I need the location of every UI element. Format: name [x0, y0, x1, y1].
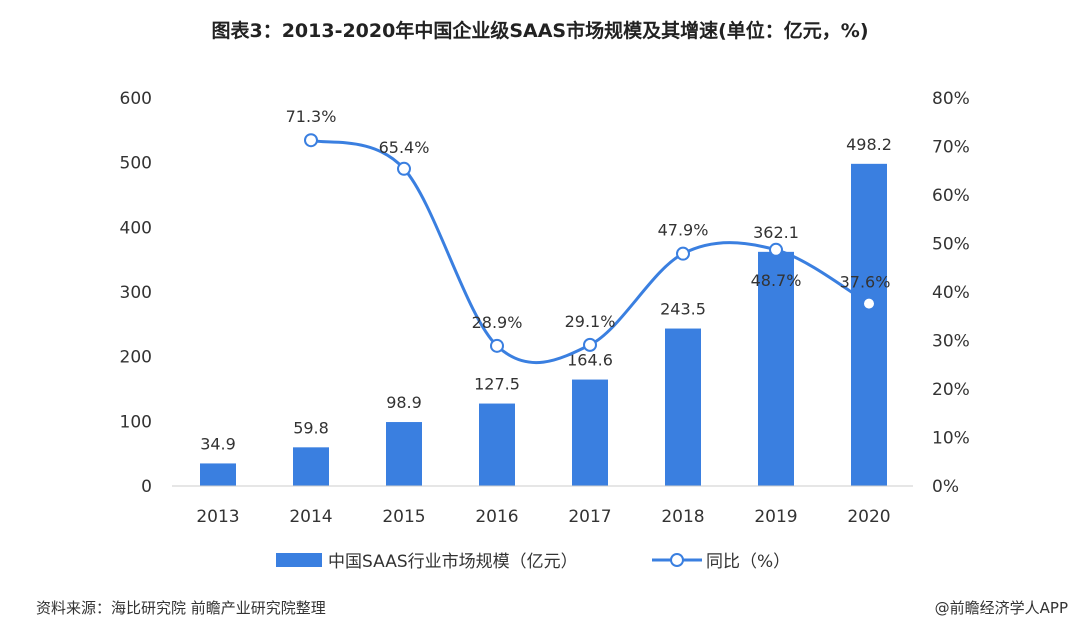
x-tick-label: 2017: [568, 507, 611, 527]
bar: [479, 403, 515, 486]
bar-data-label: 98.9: [386, 393, 422, 412]
line-data-label: 71.3%: [286, 107, 337, 126]
line-data-label: 29.1%: [565, 312, 616, 331]
right-tick-label: 30%: [932, 332, 970, 352]
right-tick-label: 70%: [932, 138, 970, 158]
right-tick-label: 50%: [932, 235, 970, 255]
right-tick-label: 40%: [932, 283, 970, 303]
right-tick-label: 60%: [932, 186, 970, 206]
line-series: 71.3% 65.4% 28.9% 29.1% 47.9% 48.7% 37.6%: [286, 107, 891, 365]
bar: [758, 251, 794, 486]
line-data-label: 48.7%: [751, 271, 802, 290]
right-tick-label: 20%: [932, 380, 970, 400]
source-note: 资料来源：海比研究院 前瞻产业研究院整理: [36, 599, 326, 617]
line-marker: [676, 246, 690, 261]
legend: 中国SAAS行业市场规模（亿元） 同比（%）: [276, 552, 790, 572]
bar: [200, 463, 236, 486]
left-tick-label: 400: [120, 218, 152, 238]
left-axis: 0 100 200 300 400 500 600: [120, 89, 152, 497]
legend-bar-swatch: [276, 553, 322, 567]
line-marker: [769, 242, 783, 257]
bar-series: 34.9 59.8 98.9 127.5 164.6 243.5 362.1 498.2: [200, 135, 892, 486]
line-data-label: 65.4%: [379, 138, 430, 157]
left-tick-label: 200: [120, 348, 152, 368]
bar: [293, 447, 329, 486]
left-tick-label: 0: [141, 477, 152, 497]
line-data-label: 47.9%: [658, 221, 709, 240]
left-tick-label: 600: [120, 89, 152, 109]
right-tick-label: 80%: [932, 89, 970, 109]
x-tick-label: 2018: [661, 507, 704, 527]
right-tick-label: 0%: [932, 477, 959, 497]
x-tick-label: 2019: [754, 507, 797, 527]
bar: [665, 328, 701, 486]
right-axis: 0% 10% 20% 30% 40% 50% 60% 70% 80%: [932, 89, 970, 497]
bar-data-label: 34.9: [200, 434, 236, 453]
bar: [386, 422, 422, 486]
line-data-label: 28.9%: [472, 313, 523, 332]
bar: [851, 163, 887, 486]
credit-note: @前瞻经济学人APP: [935, 599, 1068, 617]
left-tick-label: 500: [120, 154, 152, 174]
x-axis: 2013 2014 2015 2016 2017 2018 2019 2020: [172, 485, 913, 527]
bar-data-label: 59.8: [293, 418, 329, 437]
line-data-label: 37.6%: [840, 273, 891, 292]
bar-data-label: 498.2: [846, 135, 892, 154]
bar-data-label: 164.6: [567, 351, 613, 370]
line-marker: [862, 296, 876, 311]
bar-data-label: 127.5: [474, 375, 520, 394]
legend-line-label: 同比（%）: [706, 552, 790, 572]
bar-data-label: 362.1: [753, 223, 799, 242]
chart-title: 图表3：2013-2020年中国企业级SAAS市场规模及其增速(单位：亿元，%): [211, 19, 868, 42]
line-marker: [304, 133, 318, 148]
left-tick-label: 300: [120, 283, 152, 303]
x-tick-label: 2015: [382, 507, 425, 527]
right-tick-label: 10%: [932, 429, 970, 449]
left-tick-label: 100: [120, 412, 152, 432]
line-marker: [490, 338, 504, 353]
legend-bar-label: 中国SAAS行业市场规模（亿元）: [328, 552, 578, 572]
x-tick-label: 2014: [289, 507, 332, 527]
bar-data-label: 243.5: [660, 300, 706, 319]
legend-line-marker: [670, 553, 684, 567]
line-marker: [583, 337, 597, 352]
x-tick-label: 2013: [196, 507, 239, 527]
x-tick-label: 2016: [475, 507, 518, 527]
bar: [572, 379, 608, 486]
x-tick-label: 2020: [847, 507, 890, 527]
line-marker: [397, 161, 411, 176]
